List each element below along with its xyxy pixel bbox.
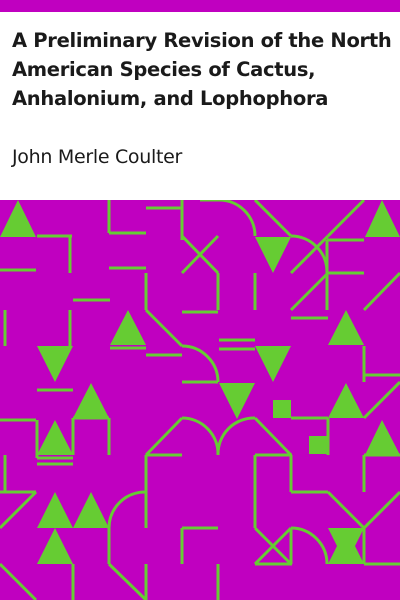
book-author: John Merle Coulter (12, 146, 183, 168)
triangle-down-shape (255, 237, 291, 273)
top-color-bar (0, 0, 400, 12)
title-line-1: A Preliminary Revision of the North (12, 29, 392, 52)
pattern-graphic (0, 200, 400, 600)
triangle-up-shape (0, 200, 36, 237)
title-line-2: American Species of Cactus, (12, 58, 316, 81)
cover-pattern-art (0, 200, 400, 600)
book-title: A Preliminary Revision of the North Amer… (12, 26, 392, 113)
title-line-3: Anhalonium, and Lophophora (12, 87, 329, 110)
